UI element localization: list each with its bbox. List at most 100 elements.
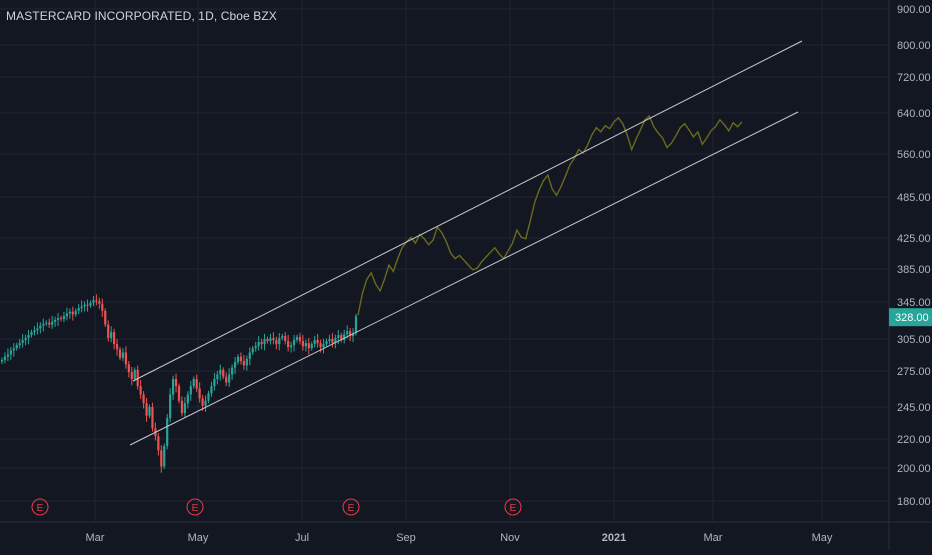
candle-body [310,344,313,349]
candle-body [269,338,272,342]
x-tick-label: Nov [500,532,520,544]
candle-body [151,407,154,429]
last-price-label: 328.00 [895,312,929,324]
candle-body [290,345,293,348]
candle-body [6,354,9,357]
candle-body [163,445,166,467]
candle-body [148,407,151,416]
candle-body [337,335,340,339]
y-tick-label: 425.00 [897,233,931,245]
candle-body [48,322,51,325]
candle-body [92,300,95,303]
candle-body [24,338,27,341]
candle-body [189,386,192,395]
x-tick-label: Jul [295,532,309,544]
candle-body [272,338,275,341]
candle-body [15,345,18,349]
candle-body [349,331,352,337]
y-tick-label: 485.00 [897,192,931,204]
candle-body [36,328,39,331]
candle-body [172,379,175,395]
candle-body [133,369,136,380]
candle-body [45,322,48,324]
candle-body [71,311,74,315]
candle-body [107,324,110,339]
earnings-marker-label: E [37,503,44,514]
candle-body [242,361,245,366]
candle-body [33,330,36,333]
candle-body [77,308,80,311]
candle-body [21,340,24,344]
candle-body [180,400,184,414]
candle-body [56,318,60,320]
candle-body [157,436,160,451]
candle-body [27,335,30,339]
y-tick-label: 640.00 [897,108,931,120]
candle-body [192,379,195,387]
candle-body [278,338,281,345]
candle-body [204,400,207,406]
candle-body [331,339,334,344]
candle-body [251,348,254,353]
candle-body [257,342,260,347]
candle-body [110,332,113,339]
x-tick-label: May [812,532,833,544]
candle-body [298,337,302,342]
candle-body [101,303,104,311]
candle-body [245,358,248,366]
candle-body [216,374,219,380]
candle-body [254,346,257,349]
y-tick-label: 385.00 [897,264,931,276]
candle-body [325,341,328,345]
candle-body [322,344,325,348]
candle-body [260,342,263,345]
x-tick-label: Mar [704,532,723,544]
candle-body [231,367,234,375]
candle-body [12,348,15,351]
earnings-marker-label: E [192,503,199,514]
candle-body [74,310,77,315]
candle-body [115,344,119,350]
candle-body [169,394,172,419]
candle-body [3,356,7,360]
last-price-tag [889,308,932,327]
candle-body [142,394,145,404]
candle-body [68,311,71,314]
candle-body [130,372,133,380]
x-tick-label: Mar [86,532,105,544]
candle-body [42,323,45,326]
candle-body [39,325,42,329]
candle-body [54,319,57,322]
candle-body [104,310,107,325]
candle-body [295,337,299,341]
channel-upper-line [132,40,803,382]
candle-body [95,300,98,302]
candle-body [304,343,307,347]
candle-body [301,341,304,347]
candle-body [118,349,122,358]
candle-body [213,379,216,387]
candle-body [343,334,346,341]
candle-body [248,352,251,359]
candle-body [51,321,54,325]
candle-body [328,339,331,342]
earnings-marker-label: E [510,503,517,514]
candle-body [183,403,186,414]
candle-body [145,403,148,416]
candle-body [239,356,243,362]
candle-body [89,302,92,306]
candle-body [18,343,21,346]
candle-body [263,339,266,345]
candle-body [233,362,237,368]
y-tick-label: 800.00 [897,40,931,52]
candle-body [219,369,222,375]
candle-body [98,301,101,304]
candle-body [174,379,178,387]
candle-body [127,364,130,373]
candle-body [195,379,198,389]
earnings-marker [504,498,522,516]
candle-body [62,316,66,320]
y-tick-label: 345.00 [897,297,931,309]
